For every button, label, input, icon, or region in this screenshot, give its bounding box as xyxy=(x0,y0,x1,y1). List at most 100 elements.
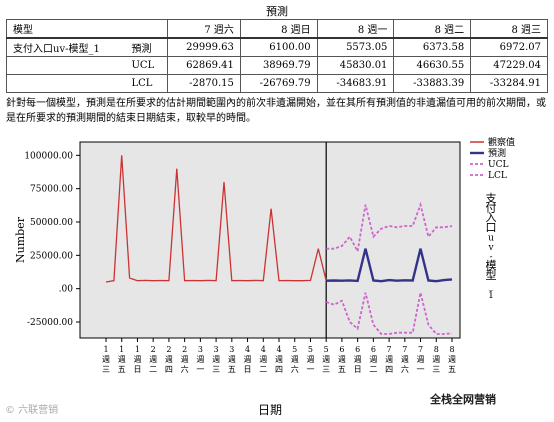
y-tick-label: 50000.00 xyxy=(30,218,73,228)
column-header: 8 週三 xyxy=(470,19,548,39)
x-axis-label: 日期 xyxy=(258,403,282,417)
x-tick-label-bottom: 五 xyxy=(228,365,236,374)
column-header: 8 週日 xyxy=(239,19,318,39)
x-tick-label-bottom: 五 xyxy=(338,365,346,374)
x-tick-label-top: 4 xyxy=(261,345,266,354)
table-cell: -33284.91 xyxy=(470,74,548,93)
x-tick-label-top: 4 xyxy=(245,345,250,354)
x-tick-label-bottom: 週 xyxy=(291,355,299,364)
x-tick-label-top: 5 xyxy=(324,345,329,354)
legend-entry: 觀察值 xyxy=(488,136,515,148)
table-row: UCL 62869.41 38969.79 45830.01 46630.55 … xyxy=(6,56,548,75)
table-header-row: 模型 7 週六 8 週日 8 週一 8 週二 8 週三 xyxy=(5,19,548,39)
x-tick-label-bottom: 週 xyxy=(228,355,236,364)
x-tick-label-bottom: 四 xyxy=(165,365,173,374)
table-corner-header: 模型 xyxy=(5,19,169,39)
x-tick-label-bottom: 四 xyxy=(385,365,393,374)
table-cell: 46630.55 xyxy=(393,56,472,75)
right-model-label: - xyxy=(489,253,492,263)
table-cell: 5573.05 xyxy=(316,37,395,57)
x-tick-label-bottom: 三 xyxy=(322,365,330,374)
x-tick-label-bottom: 週 xyxy=(212,355,220,364)
x-tick-label-top: 6 xyxy=(371,345,376,354)
x-tick-label-bottom: 一 xyxy=(306,365,314,374)
x-tick-label-bottom: 五 xyxy=(118,365,126,374)
x-tick-label-top: 8 xyxy=(434,345,439,354)
table-cell: -26769.79 xyxy=(239,74,318,93)
stat-label: LCL xyxy=(125,74,169,93)
x-tick-label-bottom: 週 xyxy=(385,355,393,364)
table-row: 支付入口uv-模型_1 預測 29999.63 6100.00 5573.05 … xyxy=(6,37,548,57)
x-tick-label-top: 6 xyxy=(339,345,344,354)
legend-entry: 預測 xyxy=(488,147,506,159)
right-model-label: 付 xyxy=(486,202,497,215)
legend-entry: LCL xyxy=(488,171,507,181)
x-tick-label-bottom: 週 xyxy=(259,355,267,364)
x-tick-label-bottom: 週 xyxy=(244,355,252,364)
x-tick-label-bottom: 二 xyxy=(259,365,267,374)
x-tick-label-bottom: 週 xyxy=(448,355,456,364)
x-tick-label-top: 4 xyxy=(276,345,281,354)
page-title: 預測 xyxy=(266,5,288,18)
stat-label: UCL xyxy=(125,56,169,75)
right-model-label: 1 xyxy=(488,291,494,301)
column-header: 7 週六 xyxy=(167,19,241,39)
x-tick-label-bottom: 週 xyxy=(102,355,110,364)
x-tick-label-top: 2 xyxy=(182,345,187,354)
right-model-label: 模 xyxy=(486,259,497,272)
right-model-label: 入 xyxy=(486,211,497,224)
x-tick-label-bottom: 三 xyxy=(432,365,440,374)
x-tick-label-bottom: 四 xyxy=(275,365,283,374)
watermark-right: 全栈全网营销 xyxy=(430,393,496,406)
right-model-label: v xyxy=(487,243,494,253)
x-tick-label-top: 7 xyxy=(387,345,392,354)
y-tick-label: 25000.00 xyxy=(30,251,73,261)
right-model-label: _ xyxy=(489,281,494,291)
right-model-label: 型 xyxy=(486,268,497,282)
x-tick-label-bottom: 日 xyxy=(354,365,362,374)
y-tick-label: 75000.00 xyxy=(30,185,73,195)
x-tick-label-bottom: 三 xyxy=(212,365,220,374)
x-tick-label-bottom: 二 xyxy=(369,365,377,374)
x-tick-label-bottom: 一 xyxy=(417,365,425,374)
x-tick-label-bottom: 週 xyxy=(275,355,283,364)
table-cell: 6373.58 xyxy=(393,37,472,57)
x-tick-label-top: 5 xyxy=(308,345,313,354)
right-model-label: 支 xyxy=(486,192,497,205)
x-tick-label-bottom: 週 xyxy=(432,355,440,364)
legend-entry: UCL xyxy=(488,160,508,170)
model-name: 支付入口uv-模型_1 xyxy=(6,37,126,57)
x-tick-label-bottom: 週 xyxy=(369,355,377,364)
table-cell: 62869.41 xyxy=(167,56,241,75)
x-tick-label-top: 3 xyxy=(229,345,234,354)
x-tick-label-top: 7 xyxy=(418,345,423,354)
y-tick-label: -25000.00 xyxy=(27,318,73,328)
x-tick-label-top: 8 xyxy=(449,345,454,354)
table-cell: 38969.79 xyxy=(239,56,318,75)
table-footnote: 針對每一個模型，預測是在所要求的估計期間範圍內的前次非遺漏開始，並在其所有預測值… xyxy=(6,98,546,124)
table-cell: 6972.07 xyxy=(470,37,548,57)
x-tick-label-bottom: 六 xyxy=(291,364,299,374)
table-cell: 47229.04 xyxy=(470,56,548,75)
x-tick-label-bottom: 週 xyxy=(149,355,157,364)
lcl-series-line xyxy=(325,292,453,335)
right-model-label: 口 xyxy=(486,221,497,234)
plot-area xyxy=(79,141,461,339)
x-tick-label-top: 2 xyxy=(151,345,156,354)
table-cell: 29999.63 xyxy=(167,37,241,57)
watermark-left: © 六联营销 xyxy=(5,405,59,416)
table-blank-cell xyxy=(6,74,126,93)
x-tick-label-bottom: 週 xyxy=(306,355,314,364)
x-tick-label-bottom: 六 xyxy=(181,364,189,374)
x-tick-label-bottom: 週 xyxy=(196,355,204,364)
x-tick-label-bottom: 六 xyxy=(401,364,409,374)
x-tick-label-bottom: 週 xyxy=(133,355,141,364)
x-tick-label-bottom: 週 xyxy=(322,355,330,364)
column-header: 8 週二 xyxy=(393,19,472,39)
x-tick-label-bottom: 週 xyxy=(354,355,362,364)
x-tick-label-top: 1 xyxy=(103,345,108,354)
table-row: LCL -2870.15 -26769.79 -34683.91 -33883.… xyxy=(6,74,548,93)
x-tick-label-bottom: 週 xyxy=(401,355,409,364)
table-cell: -2870.15 xyxy=(167,74,241,93)
table-cell: 6100.00 xyxy=(239,37,318,57)
